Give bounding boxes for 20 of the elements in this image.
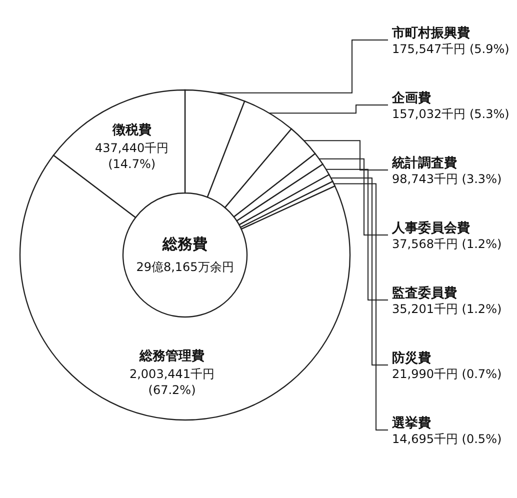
slice-label: 人事委員会費 — [391, 220, 470, 236]
slice-label: 総務管理費 — [138, 348, 205, 364]
slice-label: 徴税費 — [111, 122, 152, 138]
slice-label: 防災費 — [392, 350, 431, 366]
data-label: 157,032千円 (5.3%) — [392, 107, 510, 121]
slice-label: 統計調査費 — [391, 155, 457, 171]
text: 総務費 — [162, 235, 208, 253]
data-label: 98,743千円 (3.3%) — [392, 172, 502, 186]
slice-label: 監査委員費 — [392, 285, 457, 301]
data-label: 37,568千円 (1.2%) — [392, 237, 502, 251]
data-label: 14,695千円 (0.5%) — [392, 432, 502, 446]
data-label: 175,547千円 (5.9%) — [392, 42, 510, 56]
slice-label: 企画費 — [391, 91, 431, 106]
slice-label: 市町村振興費 — [391, 25, 470, 41]
text: 29億8,165万余円 — [136, 260, 234, 274]
data-label: 2,003,441千円 (67.2%) — [129, 366, 215, 397]
data-label: 437,440千円 (14.7%) — [95, 140, 169, 171]
data-label: 21,990千円 (0.7%) — [392, 367, 502, 381]
slice-label: 選挙費 — [391, 415, 431, 431]
data-label: 35,201千円 (1.2%) — [392, 302, 502, 316]
